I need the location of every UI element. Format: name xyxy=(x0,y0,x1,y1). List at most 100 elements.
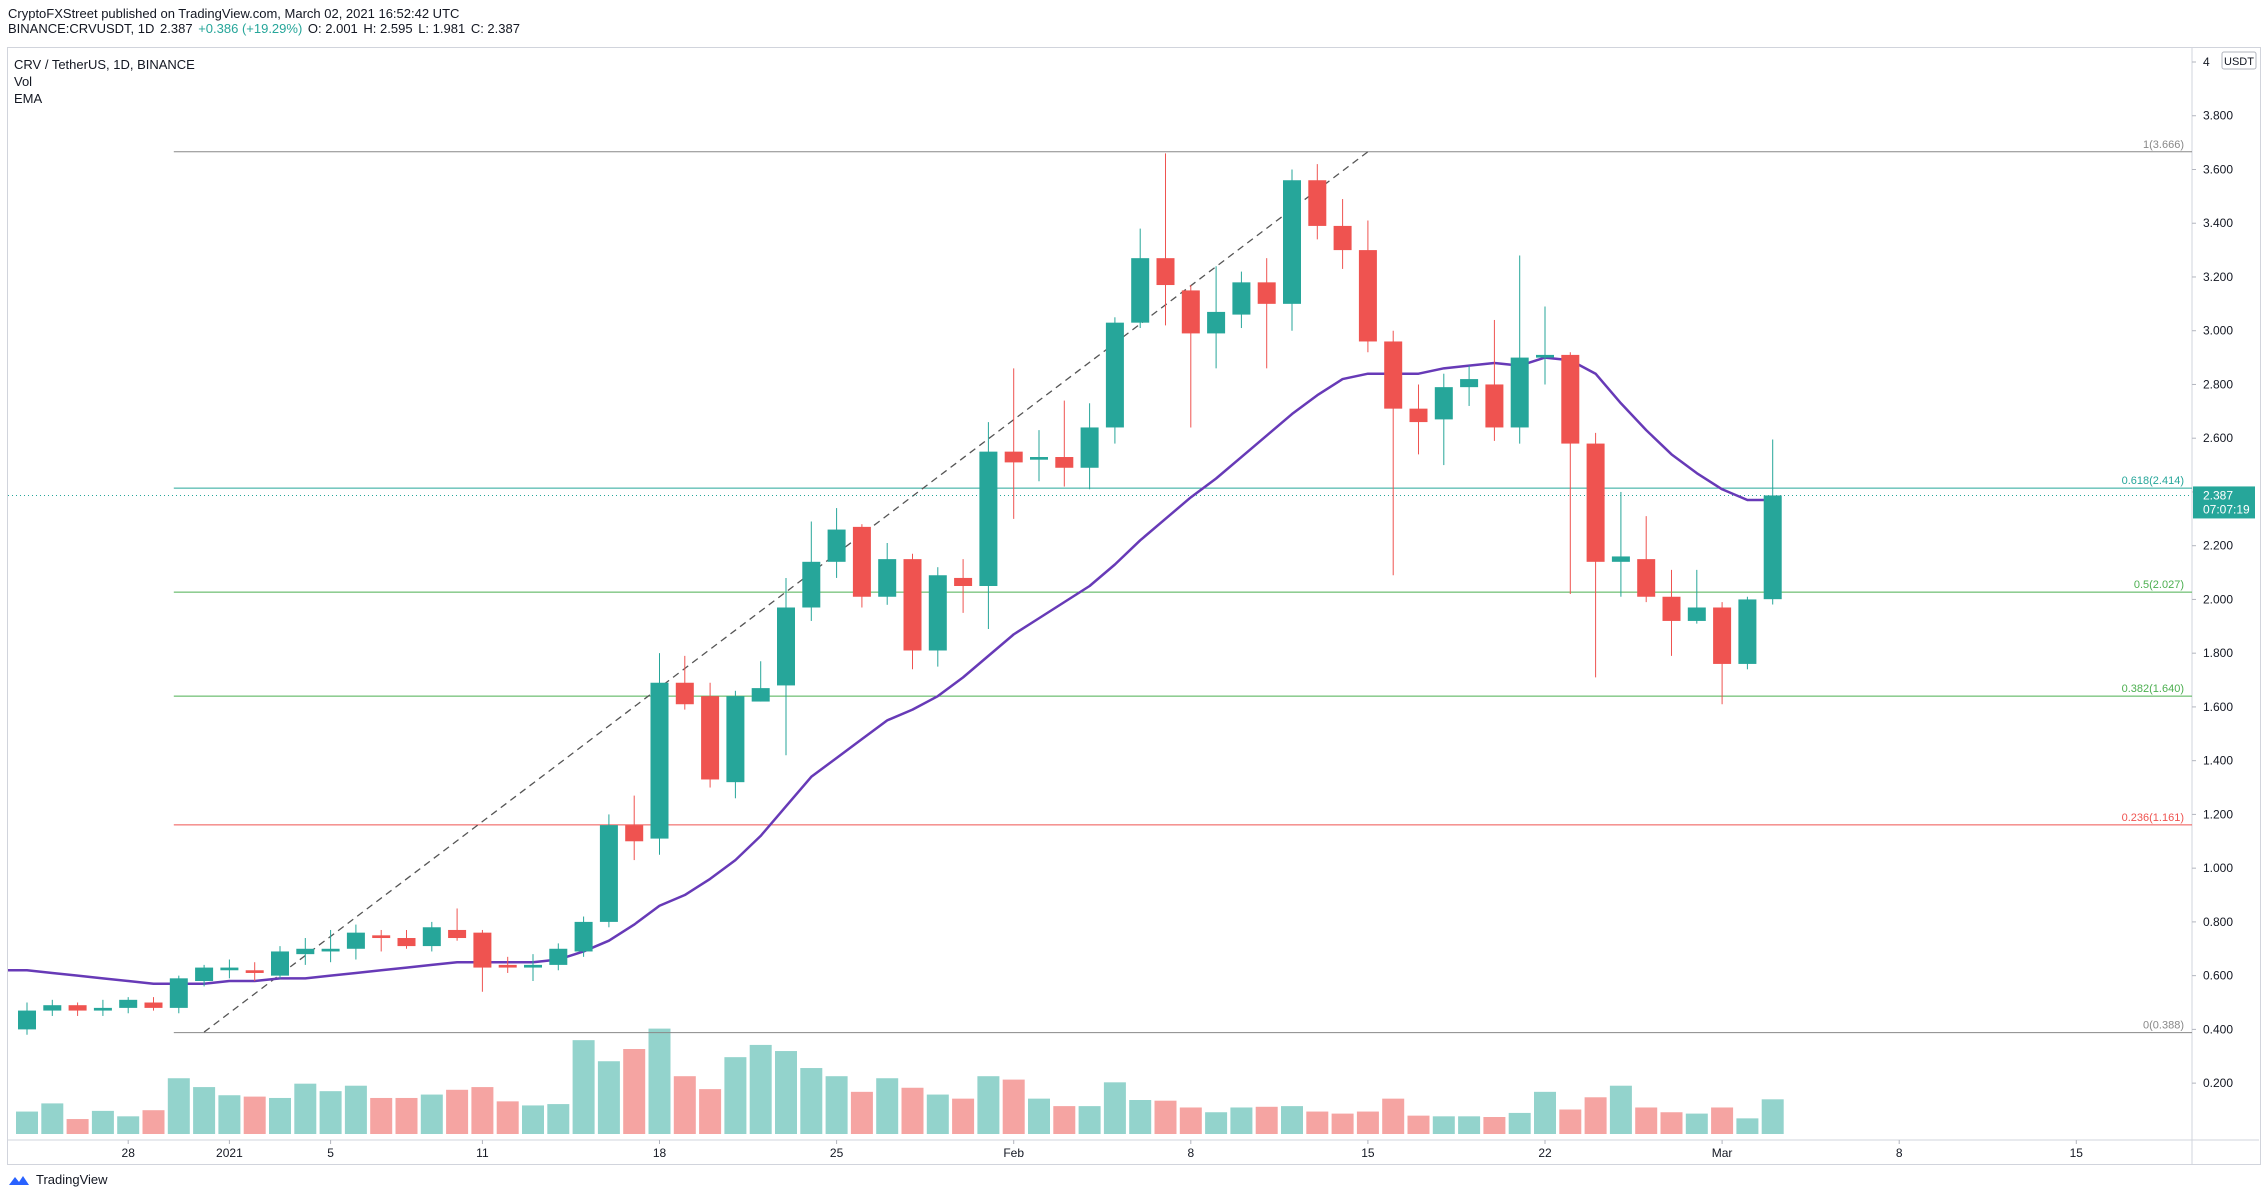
chart-frame xyxy=(7,47,2261,1165)
volume-bar xyxy=(749,1044,772,1134)
candle xyxy=(1207,266,1226,369)
price-axis-label: 2.000 xyxy=(2203,592,2233,606)
candle xyxy=(1308,164,1327,240)
price-axis: 43.8003.6003.4003.2003.0002.8002.6002.40… xyxy=(2192,51,2257,1090)
candle xyxy=(625,795,644,861)
volume-bar xyxy=(1584,1097,1607,1134)
candle xyxy=(220,959,239,979)
candle-body xyxy=(43,1005,62,1011)
volume-bar xyxy=(1635,1107,1658,1134)
candle xyxy=(18,1002,36,1035)
time-axis-label: 8 xyxy=(1896,1146,1903,1160)
last-price: 2.387 xyxy=(160,21,193,36)
candle-body xyxy=(1460,379,1479,388)
volume-bar xyxy=(1685,1113,1708,1134)
candle xyxy=(119,997,138,1014)
price-axis-label: 3.000 xyxy=(2203,324,2233,338)
candle-body xyxy=(68,1005,87,1011)
volume-bar xyxy=(522,1105,544,1134)
candle-body xyxy=(422,927,441,947)
current-price-label: 2.387 xyxy=(2203,488,2233,502)
candle-body xyxy=(1055,457,1074,468)
candle xyxy=(1738,596,1757,670)
candle xyxy=(93,999,112,1016)
volume-bar xyxy=(446,1089,469,1134)
price-axis-label: 4 xyxy=(2203,55,2210,69)
volume-bar xyxy=(370,1097,393,1134)
fib-level-label: 0.236(1.161) xyxy=(2122,812,2184,824)
candle-body xyxy=(1763,495,1782,600)
volume-bar xyxy=(977,1076,1000,1134)
time-axis-label: 2021 xyxy=(216,1146,243,1160)
price-axis-label: 1.000 xyxy=(2203,861,2233,875)
volume-bar xyxy=(1483,1117,1506,1134)
candle-body xyxy=(726,696,745,783)
time-axis-label: Mar xyxy=(1712,1146,1733,1160)
price-axis-label: 1.400 xyxy=(2203,754,2233,768)
candle xyxy=(169,975,188,1014)
volume-bar xyxy=(1002,1079,1025,1134)
price-axis-label: 3.200 xyxy=(2203,270,2233,284)
candle-body xyxy=(1080,427,1099,468)
candle-body xyxy=(1434,387,1453,420)
volume-bar xyxy=(800,1068,823,1134)
candle-body xyxy=(549,948,568,965)
price-axis-label: 0.800 xyxy=(2203,915,2233,929)
candle xyxy=(1283,169,1301,331)
symbol-line: BINANCE:CRVUSDT, 1D xyxy=(8,21,155,36)
axis-unit-box xyxy=(2221,51,2257,70)
price-axis-label: 0.600 xyxy=(2203,969,2233,983)
candle-body xyxy=(802,561,821,608)
volume-bar xyxy=(420,1094,443,1134)
volume-bar xyxy=(952,1098,975,1134)
ohlc-low: L: 1.981 xyxy=(418,21,466,36)
volume-bar xyxy=(1382,1098,1405,1134)
volume-bar xyxy=(825,1076,848,1134)
fib-trendline xyxy=(203,151,1369,1033)
candle-body xyxy=(1181,290,1200,334)
volume-bar xyxy=(1356,1111,1379,1134)
volume-series xyxy=(16,1028,1784,1134)
candle-body xyxy=(1308,180,1327,226)
candle xyxy=(1611,491,1630,597)
published-line: CryptoFXStreet published on TradingView.… xyxy=(8,6,460,21)
candle-body xyxy=(498,964,517,968)
candle-body xyxy=(1333,225,1352,251)
candle-body xyxy=(1536,354,1554,358)
legend-vol: Vol xyxy=(14,74,33,89)
volume-bar xyxy=(142,1110,165,1134)
fib-level-label: 0(0.388) xyxy=(2143,1020,2184,1032)
time-axis-label: Feb xyxy=(1003,1146,1024,1160)
volume-bar xyxy=(319,1091,342,1134)
volume-bar xyxy=(1154,1100,1177,1134)
candle-body xyxy=(1611,556,1630,562)
tradingview-footer[interactable]: TradingView xyxy=(8,1172,108,1187)
candle-body xyxy=(397,938,416,947)
candle xyxy=(397,929,416,949)
candle xyxy=(1030,430,1048,482)
volume-bar xyxy=(66,1119,89,1134)
volume-bar xyxy=(1129,1100,1152,1134)
volume-bar xyxy=(496,1101,519,1134)
candle-body xyxy=(1257,282,1276,304)
candle xyxy=(195,964,214,987)
candle-body xyxy=(1384,341,1403,409)
candle-body xyxy=(1358,250,1377,342)
candle xyxy=(928,567,947,667)
time-axis-label: 28 xyxy=(122,1146,136,1160)
candle-body xyxy=(473,932,492,968)
volume-bar xyxy=(597,1061,620,1134)
volume-bar xyxy=(1660,1112,1683,1134)
volume-bar xyxy=(1711,1107,1734,1134)
candle xyxy=(650,653,669,855)
volume-bar xyxy=(1103,1082,1126,1134)
fib-level-label: 0.5(2.027) xyxy=(2134,579,2184,591)
candle-body xyxy=(1485,384,1504,428)
price-axis-label: 2.200 xyxy=(2203,539,2233,553)
candle xyxy=(1105,317,1124,444)
volume-bar xyxy=(1407,1115,1430,1134)
candle-body xyxy=(1105,322,1124,428)
volume-bar xyxy=(1028,1098,1050,1134)
volume-bar xyxy=(724,1057,747,1134)
